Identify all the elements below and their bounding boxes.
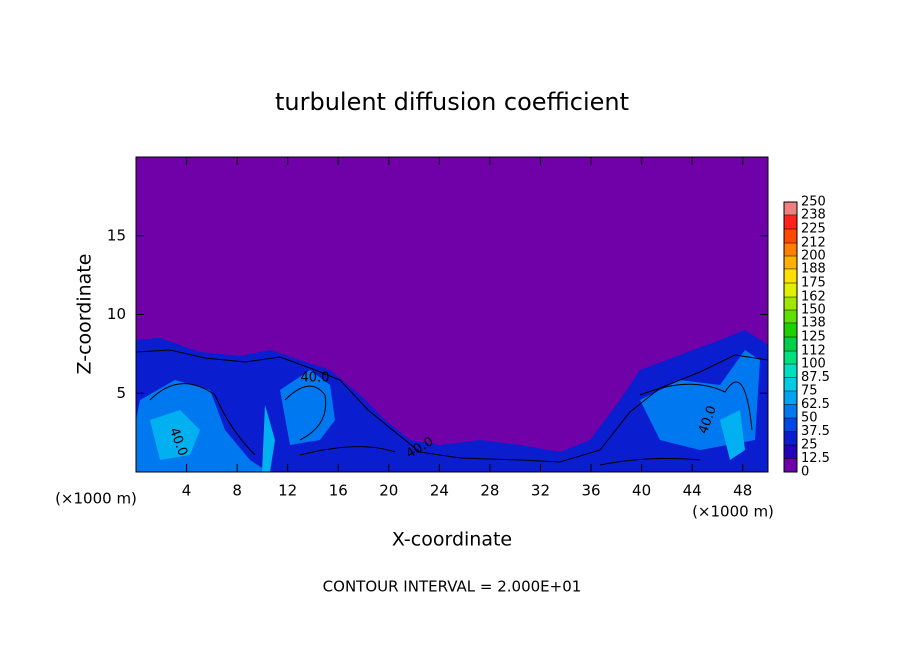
contour-field: 40.0 40.0 40.0 40.0: [135, 157, 769, 472]
colorbar-label: 12.5: [801, 451, 830, 466]
colorbar-swatch: [784, 404, 797, 418]
x-tick-label: 4: [182, 482, 192, 500]
chart-title: turbulent diffusion coefficient: [275, 88, 629, 116]
x-unit-label: (×1000 m): [55, 490, 137, 508]
colorbar-swatch: [784, 229, 797, 244]
colorbar-swatch: [784, 351, 797, 364]
colorbar-label: 225: [801, 222, 826, 237]
colorbar-swatch: [784, 256, 797, 269]
y-axis-label: Z-coordinate: [74, 254, 96, 375]
colorbar-label: 200: [801, 249, 826, 264]
x-tick-label: 48: [733, 482, 752, 500]
y-tick-label: 5: [116, 384, 126, 402]
x-tick-label: 36: [581, 482, 600, 500]
x-tick-label: 16: [329, 482, 348, 500]
field-blob: [136, 350, 760, 472]
colorbar-swatch: [784, 243, 797, 256]
x-tick-label: 44: [683, 482, 702, 500]
colorbar-swatch: [784, 310, 797, 323]
colorbar-label: 100: [801, 357, 826, 372]
colorbar-label: 62.5: [801, 397, 830, 412]
x-tick-label: 20: [379, 482, 398, 500]
colorbar-swatch: [784, 322, 797, 337]
y-tick-label: 10: [107, 305, 126, 323]
colorbar-swatch: [784, 268, 797, 283]
colorbar-label: 150: [801, 303, 826, 318]
y-tick-label: 15: [107, 226, 126, 244]
colorbar-label: 25: [801, 438, 818, 453]
field-blob: [150, 405, 745, 472]
colorbar-swatch: [784, 364, 797, 378]
x-unit-label: (×1000 m): [692, 503, 774, 521]
colorbar-swatch: [784, 445, 797, 459]
contour-line: [149, 381, 753, 466]
colorbar-swatch: [784, 214, 797, 229]
colorbar-label: 50: [801, 411, 818, 426]
footer-note: CONTOUR INTERVAL = 2.000E+01: [323, 578, 582, 596]
x-tick-label: 28: [480, 482, 499, 500]
colorbar-label: 162: [801, 290, 826, 305]
x-tick-label: 32: [531, 482, 550, 500]
colorbar-swatch: [784, 418, 797, 432]
colorbar-label: 250: [801, 195, 826, 210]
x-tick-label: 8: [232, 482, 242, 500]
colorbar-label: 212: [801, 236, 826, 251]
x-axis-label: X-coordinate: [392, 529, 512, 551]
colorbar-label: 238: [801, 207, 826, 222]
contour-label: 40.0: [301, 371, 330, 386]
x-tick-label: 40: [632, 482, 651, 500]
colorbar-swatch: [784, 458, 797, 472]
x-tick-label: 24: [430, 482, 449, 500]
colorbar-swatch: [784, 202, 797, 215]
colorbar-label: 188: [801, 261, 826, 276]
colorbar-label: 138: [801, 315, 826, 330]
colorbar-label: 87.5: [801, 370, 830, 385]
colorbar-swatch: [784, 297, 797, 310]
colorbar-label: 37.5: [801, 424, 830, 439]
colorbar-swatch: [784, 391, 797, 405]
colorbar-label: 0: [801, 465, 809, 480]
x-tick-label: 12: [278, 482, 297, 500]
colorbar-swatch: [784, 337, 797, 352]
colorbar-swatch: [784, 431, 797, 445]
colorbar: 012.52537.55062.57587.510011212513815016…: [783, 195, 830, 480]
colorbar-label: 125: [801, 330, 826, 345]
colorbar-label: 175: [801, 276, 826, 291]
colorbar-swatch: [784, 283, 797, 298]
colorbar-swatch: [784, 377, 797, 391]
colorbar-label: 112: [801, 344, 826, 359]
colorbar-label: 75: [801, 384, 818, 399]
